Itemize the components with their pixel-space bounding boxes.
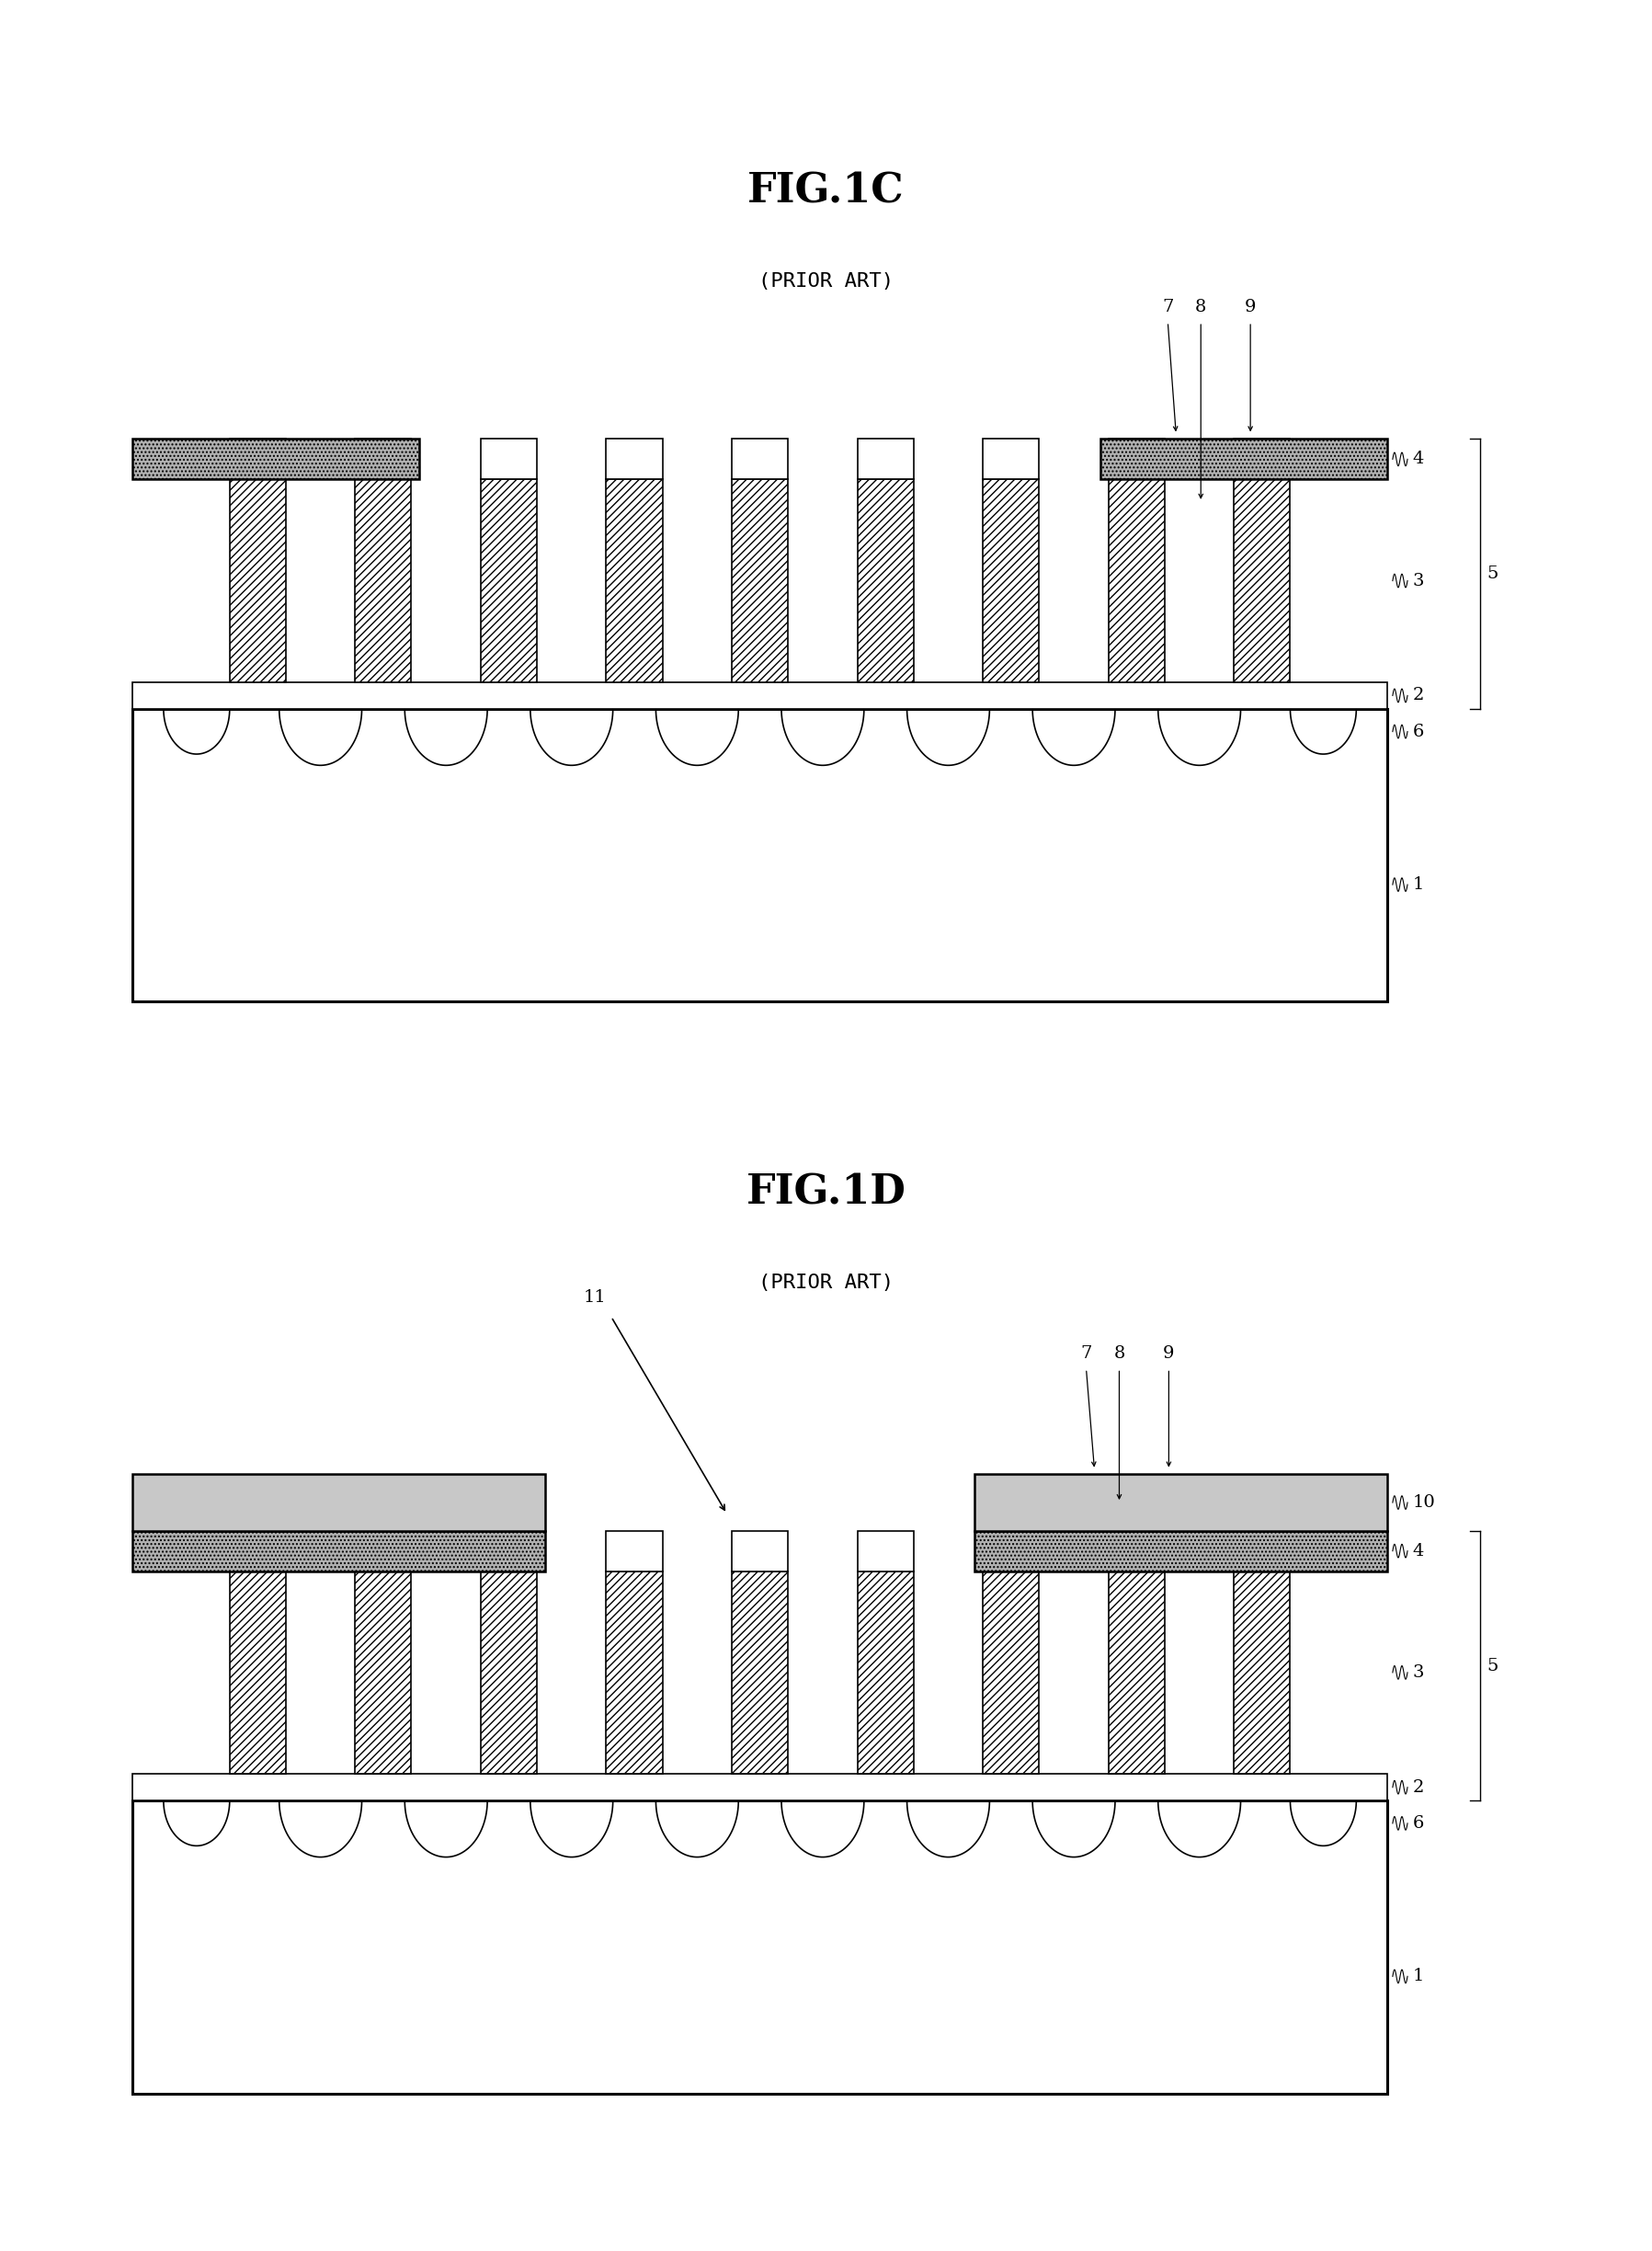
Text: 7: 7 [1161, 299, 1173, 315]
Bar [132, 1474, 545, 1531]
Text: 9: 9 [1163, 1346, 1175, 1362]
Text: 4: 4 [1412, 1542, 1424, 1560]
Bar [857, 439, 914, 479]
Bar [983, 439, 1039, 479]
Bar [355, 439, 411, 479]
Bar [1108, 1571, 1165, 1774]
Text: 8: 8 [1194, 299, 1206, 315]
Bar [975, 1531, 1388, 1571]
Bar [857, 1571, 914, 1774]
Text: 5: 5 [1487, 1657, 1498, 1675]
Bar [355, 1531, 411, 1571]
Text: 4: 4 [1412, 450, 1424, 468]
Bar [606, 1531, 662, 1571]
Text: (PRIOR ART): (PRIOR ART) [758, 272, 894, 290]
Text: 1: 1 [1412, 1967, 1424, 1985]
Bar [983, 1571, 1039, 1774]
Bar [132, 1774, 1388, 1801]
Bar [606, 439, 662, 479]
Bar [606, 479, 662, 682]
Bar [1234, 1531, 1290, 1571]
Bar [1234, 439, 1290, 479]
Text: (PRIOR ART): (PRIOR ART) [758, 1274, 894, 1292]
Bar [230, 1571, 286, 1774]
Bar [857, 479, 914, 682]
Bar [481, 1571, 537, 1774]
Text: 5: 5 [1487, 565, 1498, 583]
Text: 2: 2 [1412, 687, 1424, 705]
Bar [606, 1571, 662, 1774]
Bar [983, 1531, 1039, 1571]
Bar [857, 1531, 914, 1571]
Text: 3: 3 [1412, 572, 1424, 590]
Text: FIG.1C: FIG.1C [748, 171, 904, 212]
Text: 3: 3 [1412, 1663, 1424, 1681]
Bar [983, 479, 1039, 682]
Text: 6: 6 [1412, 723, 1424, 741]
Bar [132, 439, 420, 479]
Bar [132, 1801, 1388, 2093]
Text: 11: 11 [583, 1290, 606, 1306]
Bar [481, 1531, 537, 1571]
Text: 10: 10 [1412, 1495, 1436, 1510]
Text: 2: 2 [1412, 1778, 1424, 1796]
Bar [481, 439, 537, 479]
Bar [1108, 1531, 1165, 1571]
Bar [975, 1474, 1388, 1531]
Bar [732, 1531, 788, 1571]
Text: 1: 1 [1412, 876, 1424, 894]
Bar [1108, 439, 1165, 479]
Bar [1234, 479, 1290, 682]
Bar [481, 479, 537, 682]
Text: FIG.1D: FIG.1D [747, 1173, 905, 1213]
Bar [132, 709, 1388, 1002]
Bar [355, 1571, 411, 1774]
Bar [355, 479, 411, 682]
Bar [132, 1531, 545, 1571]
Bar [1234, 1571, 1290, 1774]
Bar [132, 682, 1388, 709]
Bar [732, 479, 788, 682]
Text: 8: 8 [1113, 1346, 1125, 1362]
Text: 6: 6 [1412, 1814, 1424, 1832]
Bar [1108, 479, 1165, 682]
Bar [1100, 439, 1388, 479]
Bar [230, 479, 286, 682]
Bar [732, 439, 788, 479]
Bar [230, 1531, 286, 1571]
Text: 9: 9 [1244, 299, 1256, 315]
Bar [732, 1571, 788, 1774]
Bar [230, 439, 286, 479]
Text: 7: 7 [1080, 1346, 1092, 1362]
